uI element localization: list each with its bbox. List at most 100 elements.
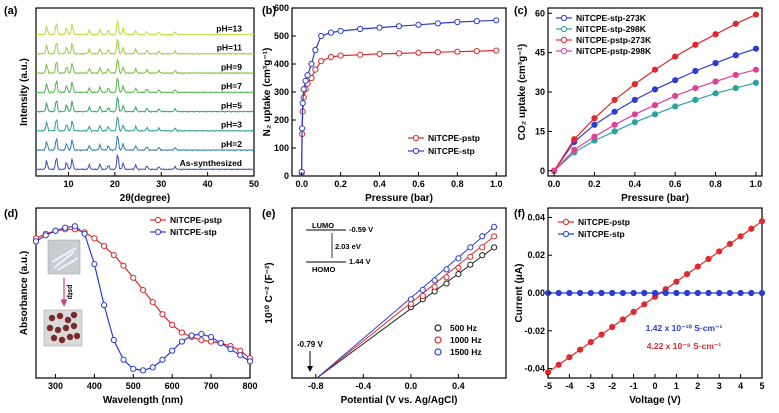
panel-d-letter: (d) bbox=[4, 208, 18, 220]
x-tick-label: 30 bbox=[156, 179, 166, 189]
crystal-dot bbox=[70, 322, 78, 330]
co2-marker-3 bbox=[752, 66, 760, 73]
iv-marker-1 bbox=[716, 289, 723, 297]
band-diagram: LUMO HOMO -0.59 V 2.03 eV 1.44 V bbox=[306, 221, 373, 274]
co2-marker-0 bbox=[752, 45, 760, 52]
co2-curve-1 bbox=[553, 82, 757, 172]
legend-label-0: NiTCPE-pstp bbox=[170, 215, 222, 225]
iv-marker-0 bbox=[748, 225, 755, 232]
crystal-dot bbox=[70, 311, 78, 319]
co2-marker-1 bbox=[732, 84, 739, 92]
abs-marker-0 bbox=[198, 336, 205, 344]
iv-marker-0 bbox=[758, 218, 766, 225]
abs-marker-0 bbox=[178, 329, 186, 336]
iv-marker-1 bbox=[694, 289, 701, 297]
x-tick-label: 600 bbox=[165, 381, 180, 391]
iv-marker-1 bbox=[566, 289, 573, 297]
n2-marker-1 bbox=[299, 125, 306, 132]
abs-marker-1 bbox=[169, 347, 176, 354]
panel-f: (f) -5 -4 -3 -2 -1 0 1 2 3 4 5 -0.04 -0.02 0.00 0.02 0.… bbox=[514, 207, 766, 406]
iv-marker-0 bbox=[705, 255, 712, 263]
abs-marker-1 bbox=[32, 238, 40, 245]
x-tick-label: 500 bbox=[126, 381, 141, 391]
panel-b: (b) 0.0 0.2 0.4 0.6 0.8 1.0 0 100 200 300 400 500 60… bbox=[262, 3, 507, 204]
pxrd-pattern-2 bbox=[35, 115, 255, 133]
lumo-label: LUMO bbox=[312, 221, 334, 230]
co2-marker-2 bbox=[631, 81, 638, 88]
co2-marker-2 bbox=[591, 115, 598, 122]
iv-marker-1 bbox=[684, 289, 691, 297]
panel-a-xticks: 10 20 30 40 50 bbox=[63, 172, 259, 189]
panel-e-xlabel: Potential (V vs. Ag/AgCl) bbox=[341, 395, 458, 406]
abs-marker-1 bbox=[130, 365, 137, 372]
co2-marker-3 bbox=[611, 121, 618, 128]
crystal-dot bbox=[64, 316, 72, 324]
panel-d-spectra bbox=[32, 223, 254, 374]
y-tick-label: 0 bbox=[284, 171, 289, 181]
x-tick-label: -3 bbox=[587, 381, 595, 391]
pxrd-pattern-5 bbox=[35, 57, 255, 75]
iv-marker-0 bbox=[609, 323, 616, 331]
n2-marker-1 bbox=[337, 27, 344, 35]
panel-b-xlabel: Pressure (bar) bbox=[365, 193, 433, 204]
abs-marker-0 bbox=[100, 242, 108, 250]
y-tick-label: -0.04 bbox=[524, 364, 545, 374]
co2-marker-2 bbox=[692, 41, 699, 48]
legend-label-2: 1500 Hz bbox=[450, 347, 482, 357]
n2-marker-1 bbox=[356, 25, 364, 33]
iv-marker-0 bbox=[641, 301, 648, 308]
n2-marker-0 bbox=[395, 50, 403, 57]
ms-marker-2 bbox=[419, 286, 426, 293]
iv-marker-0 bbox=[577, 346, 584, 353]
legend-marker-3 bbox=[560, 47, 568, 55]
iv-marker-1 bbox=[748, 289, 755, 297]
ms-marker-1 bbox=[491, 233, 498, 240]
abs-marker-0 bbox=[139, 286, 147, 294]
inset-photos: pstp bbox=[43, 239, 83, 347]
legend-label-0: 500 Hz bbox=[450, 323, 477, 333]
legend-marker-0 bbox=[560, 14, 568, 22]
iv-marker-0 bbox=[619, 316, 627, 323]
legend-label-2: NiTCPE-pstp-273K bbox=[576, 35, 652, 45]
x-tick-label: 700 bbox=[204, 381, 219, 391]
homo-label: HOMO bbox=[312, 265, 335, 274]
co2-marker-2 bbox=[752, 11, 760, 18]
co2-marker-3 bbox=[692, 84, 699, 92]
co2-marker-2 bbox=[732, 20, 739, 27]
iv-marker-0 bbox=[587, 339, 594, 346]
abs-marker-1 bbox=[207, 333, 215, 341]
panel-a-xlabel: 2θ(degree) bbox=[120, 193, 170, 204]
x-tick-label: -0.4 bbox=[356, 381, 372, 391]
legend-marker-1 bbox=[434, 336, 442, 344]
ms-fit-line-0 bbox=[316, 246, 495, 379]
arrow-label: pstp bbox=[66, 285, 73, 300]
iv-marker-0 bbox=[555, 361, 562, 368]
co2-marker-2 bbox=[611, 96, 618, 103]
y-tick-label: 0.04 bbox=[527, 212, 545, 222]
y-tick-label: 0.02 bbox=[527, 250, 545, 260]
legend-marker-1 bbox=[412, 147, 420, 155]
abs-marker-0 bbox=[169, 321, 176, 328]
legend-label-0: NiTCPE-pstp bbox=[428, 133, 480, 143]
x-tick-label: 1.0 bbox=[750, 179, 763, 189]
abs-marker-1 bbox=[42, 232, 49, 239]
co2-marker-3 bbox=[631, 111, 638, 118]
abs-marker-1 bbox=[71, 223, 79, 230]
x-tick-label: 4 bbox=[738, 381, 743, 391]
abs-marker-1 bbox=[91, 261, 98, 268]
legend-marker-1 bbox=[560, 25, 568, 33]
x-tick-label: 0.4 bbox=[373, 179, 386, 189]
ms-marker-2 bbox=[407, 296, 414, 303]
legend-label-1: NiTCPE-stp bbox=[170, 227, 217, 237]
abs-marker-1 bbox=[52, 227, 59, 234]
co2-marker-3 bbox=[732, 71, 739, 79]
y-tick-label: 45 bbox=[535, 48, 545, 58]
n2-marker-1 bbox=[473, 18, 480, 25]
panel-c-letter: (c) bbox=[514, 5, 528, 17]
iv-marker-1 bbox=[651, 289, 659, 297]
abs-marker-1 bbox=[120, 356, 127, 363]
iv-marker-0 bbox=[694, 263, 701, 270]
ms-marker-1 bbox=[431, 283, 438, 290]
n2-marker-0 bbox=[454, 48, 461, 55]
